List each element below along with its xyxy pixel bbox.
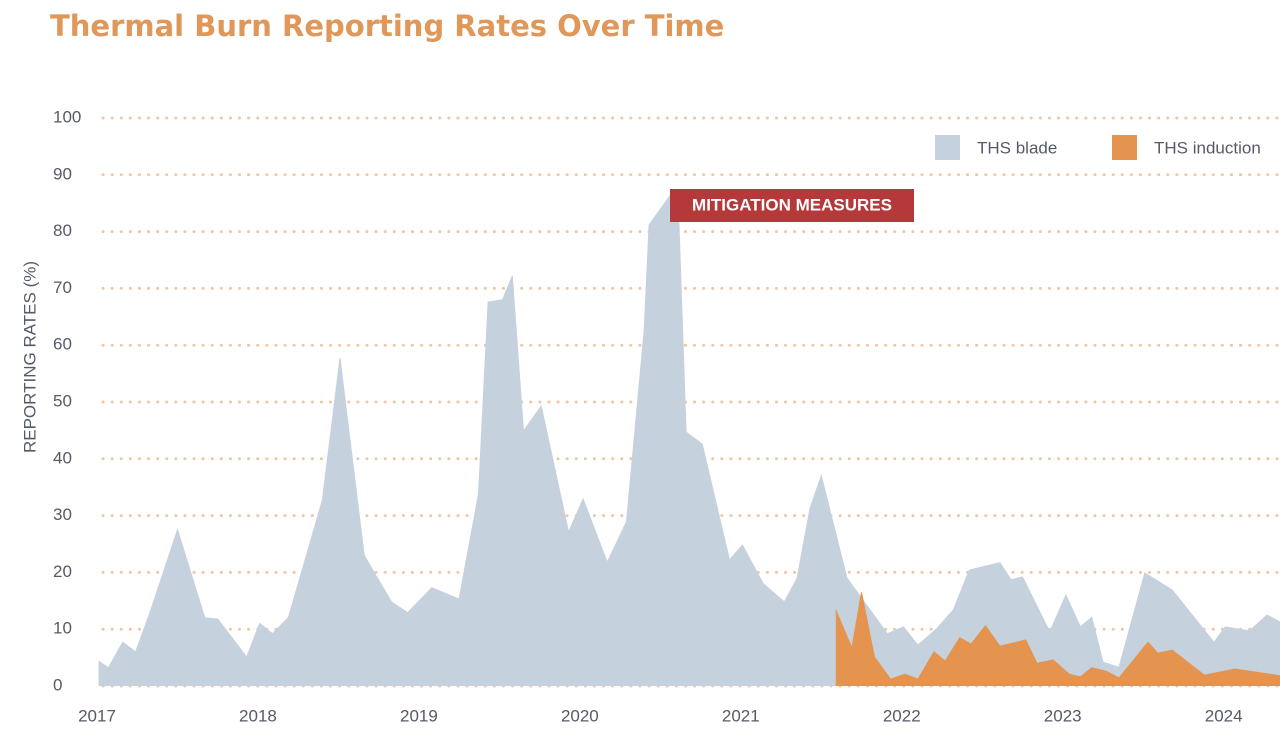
- y-tick-label: 70: [53, 278, 72, 297]
- annotation-box: [670, 189, 914, 222]
- y-tick-label: 60: [53, 335, 72, 354]
- x-tick-label: 2019: [400, 706, 438, 725]
- x-tick-label: 2018: [239, 706, 277, 725]
- y-tick-label: 80: [53, 221, 72, 240]
- annotation-label: MITIGATION MEASURES: [692, 195, 892, 214]
- area-fill: [835, 592, 1280, 686]
- area-edge: [835, 592, 1280, 680]
- y-tick-label: 20: [53, 562, 72, 581]
- legend-swatch: [1112, 135, 1137, 160]
- y-axis-label: REPORTING RATES (%): [20, 261, 39, 453]
- x-tick-label: 2024: [1205, 706, 1243, 725]
- legend-label: THS blade: [977, 138, 1057, 157]
- x-tick-label: 2023: [1044, 706, 1082, 725]
- chart-title: Thermal Burn Reporting Rates Over Time: [50, 9, 724, 43]
- y-tick-label: 40: [53, 448, 72, 467]
- y-tick-label: 0: [53, 675, 62, 694]
- y-tick-label: 90: [53, 164, 72, 183]
- legend-label: THS induction: [1154, 138, 1261, 157]
- legend-swatch: [935, 135, 960, 160]
- y-tick-label: 50: [53, 391, 72, 410]
- y-tick-label: 100: [53, 107, 81, 126]
- x-tick-label: 2020: [561, 706, 599, 725]
- area-fill: [98, 195, 1280, 686]
- x-tick-label: 2021: [722, 706, 760, 725]
- y-tick-label: 10: [53, 619, 72, 638]
- x-tick-label: 2017: [78, 706, 116, 725]
- x-tick-label: 2022: [883, 706, 921, 725]
- y-tick-label: 30: [53, 505, 72, 524]
